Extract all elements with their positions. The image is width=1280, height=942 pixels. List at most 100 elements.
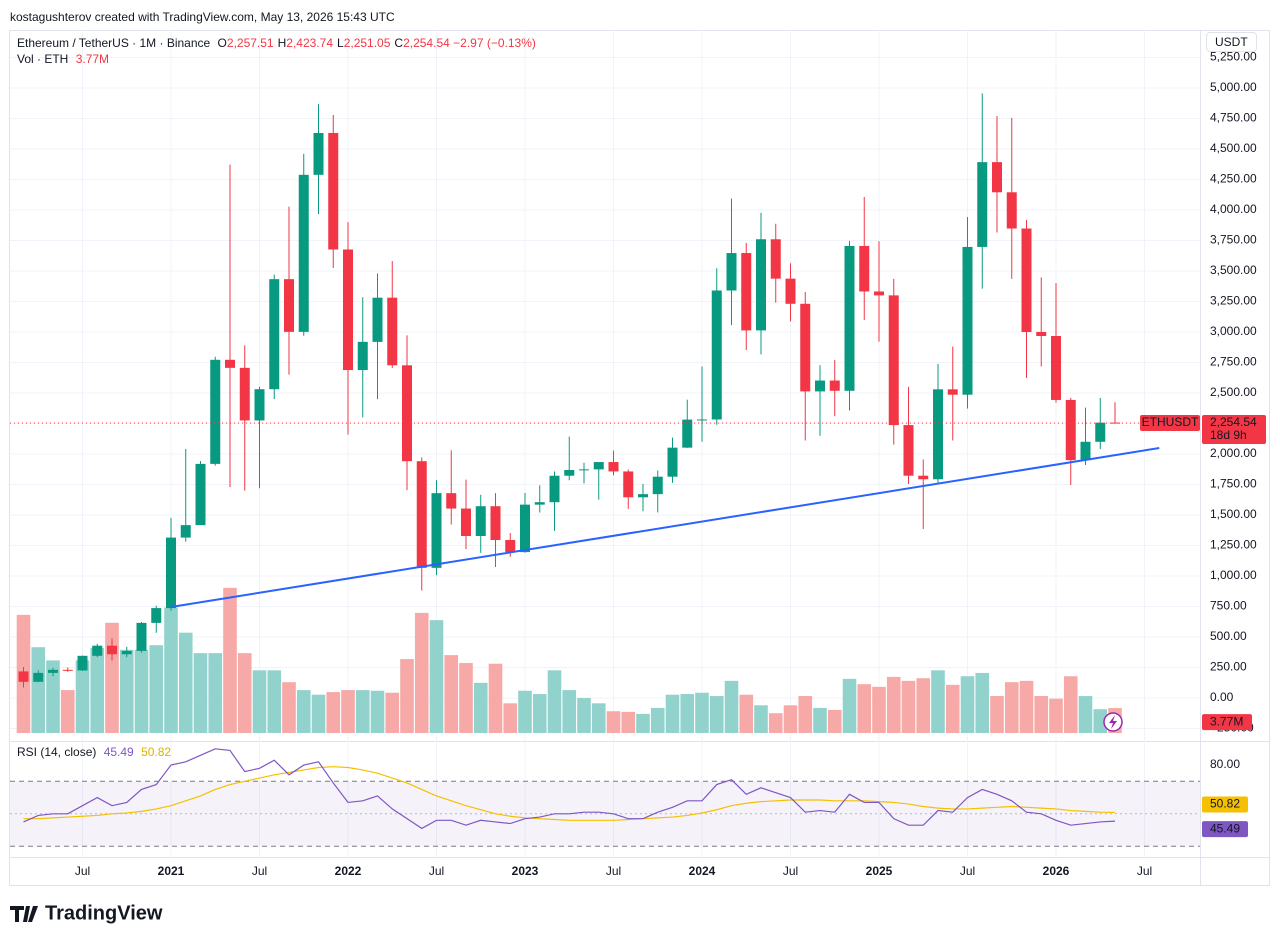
candle-body	[284, 279, 294, 332]
volume-bar	[547, 670, 562, 733]
volume-bar	[636, 713, 650, 733]
candle-body	[1080, 441, 1091, 461]
grid	[10, 30, 1200, 857]
y-tick-label: 1,000.00	[1210, 568, 1257, 582]
ohlc-value: 2,251.05	[343, 36, 391, 50]
volume-bar	[282, 682, 296, 733]
volume-bar	[31, 647, 46, 733]
x-tick-label: Jul	[606, 864, 621, 878]
candle-body	[446, 493, 457, 509]
x-tick-label: 2021	[158, 864, 185, 878]
candle-body	[239, 367, 250, 421]
volume-bar	[621, 711, 636, 733]
volume-bar	[901, 680, 916, 733]
credit: kostagushterov created with TradingView.…	[10, 10, 395, 24]
volume-bar	[223, 587, 237, 733]
lightning-icon[interactable]	[1103, 712, 1123, 732]
candle-body	[151, 608, 162, 623]
y-tick-label: 500.00	[1210, 629, 1247, 643]
ohlc-key: L	[337, 36, 344, 50]
ohlc: O2,257.51 H2,423.74 L2,251.05 C2,254.54	[214, 36, 450, 50]
ohlc-key: H	[277, 36, 287, 50]
candle-body	[62, 669, 73, 671]
candle-body	[593, 462, 604, 470]
volume-bar	[385, 692, 400, 733]
volume-bar	[46, 660, 60, 733]
candle-body	[638, 494, 648, 498]
candle-body	[741, 253, 752, 331]
volume-bar	[709, 696, 724, 733]
volume-bar	[178, 632, 193, 733]
volume-bar	[960, 676, 975, 733]
rsi-label-box	[1202, 796, 1248, 813]
candle-body	[180, 525, 191, 538]
volume-bar	[975, 672, 990, 733]
y-tick-label: 1,250.00	[1210, 538, 1257, 552]
candle-body	[121, 650, 132, 655]
volume-bar	[400, 659, 414, 733]
candle-body	[1095, 422, 1106, 442]
candle-body	[756, 239, 766, 331]
candle-body	[431, 493, 442, 568]
y-tick-label: 4,750.00	[1210, 111, 1257, 125]
volume-bar	[444, 655, 459, 733]
volume-bar	[650, 707, 665, 733]
x-tick-label: 2026	[1043, 864, 1070, 878]
candle-body	[475, 506, 486, 536]
x-tick-label: 2023	[512, 864, 539, 878]
rsi-legend: RSI (14, close) 45.49 50.82	[17, 745, 171, 759]
ohlc-key: O	[217, 36, 227, 50]
candle-body	[298, 174, 309, 332]
volume-bar	[370, 690, 385, 733]
candle-body	[623, 471, 634, 498]
currency-button[interactable]: USDT	[1206, 32, 1257, 52]
candle-body	[1065, 399, 1076, 461]
candle-body	[490, 506, 501, 541]
y-tick-label: 0.00	[1210, 690, 1234, 704]
rsi-pane	[10, 748, 1200, 847]
rsi-line	[23, 766, 1116, 821]
x-tick-label: Jul	[960, 864, 975, 878]
axes: 5,250.00 5,000.00 4,750.00 4,500.00 4,250.00…	[75, 50, 1266, 878]
y-tick-label: 750.00	[1210, 599, 1247, 613]
candle-body	[564, 469, 575, 476]
y-tick-label: 2,500.00	[1210, 385, 1257, 399]
volume-bar	[532, 694, 547, 733]
symbol-label: ETHUSDT	[1142, 415, 1199, 429]
countdown-label: 18d 9h	[1210, 428, 1247, 442]
candle-body	[874, 291, 884, 296]
volume-bar	[518, 690, 532, 733]
ohlc-key: C	[394, 36, 404, 50]
candle-body	[210, 359, 221, 464]
volume-bar	[813, 707, 827, 733]
volume-bar	[724, 680, 739, 733]
y-tick-label: 1,500.00	[1210, 507, 1257, 521]
x-tick-label: Jul	[429, 864, 444, 878]
symbol: Ethereum / TetherUS · 1M · Binance	[17, 36, 211, 50]
y-tick-label: 2,750.00	[1210, 355, 1257, 369]
volume-bar	[473, 682, 488, 733]
volume-bar	[827, 709, 842, 733]
y-tick-label: 4,250.00	[1210, 172, 1257, 186]
y-tick-label: 4,500.00	[1210, 141, 1257, 155]
price-pane	[10, 93, 1200, 688]
candle-body	[947, 389, 958, 395]
ohlc-value: 2,257.51	[226, 36, 274, 50]
x-tick-label: Jul	[75, 864, 90, 878]
candle-body	[387, 297, 398, 366]
y-tick-label: 5,250.00	[1210, 50, 1257, 64]
volume-legend: Vol · ETH 3.77M	[17, 52, 109, 66]
candle-body	[933, 389, 943, 480]
volume-bar	[119, 649, 134, 733]
volume-bar	[341, 690, 355, 733]
volume-bar	[931, 670, 945, 733]
candle-body	[579, 469, 589, 471]
candle-body	[844, 245, 855, 391]
rsi-ma-value: 50.82	[141, 745, 172, 759]
candle-body	[269, 279, 280, 390]
candle-body	[195, 463, 206, 526]
brand-name: TradingView	[45, 902, 163, 924]
y-tick-label: 4,000.00	[1210, 202, 1257, 216]
volume-label-box	[1202, 714, 1252, 731]
